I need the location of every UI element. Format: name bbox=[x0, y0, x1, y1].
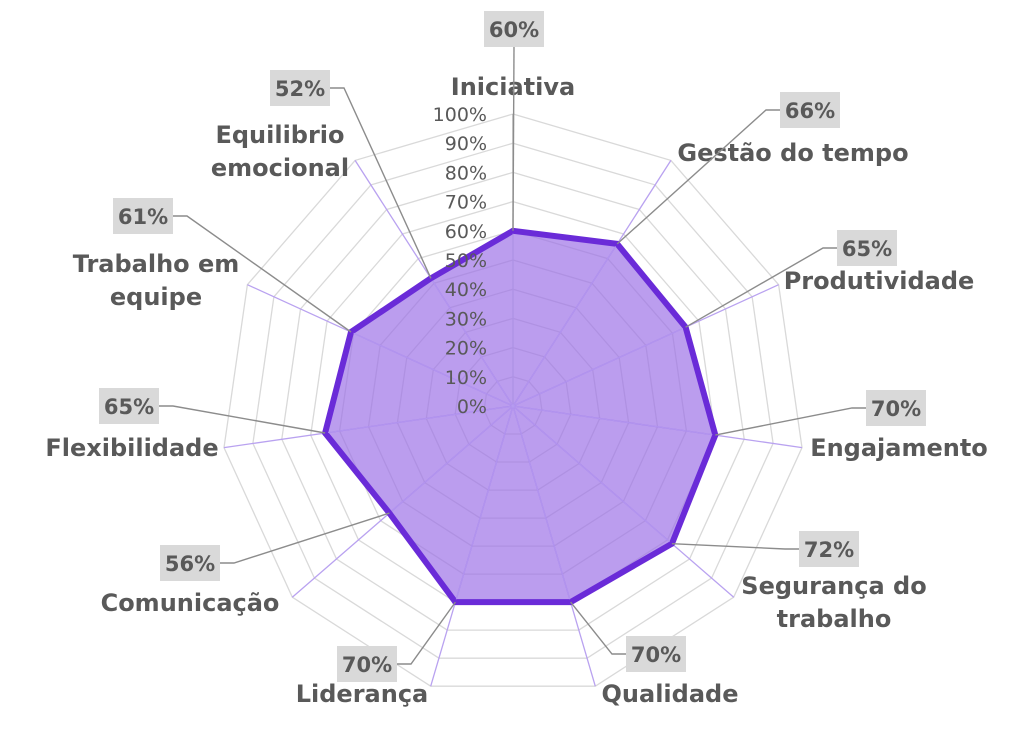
data-label-box bbox=[270, 70, 330, 106]
data-label: 60% bbox=[489, 18, 539, 42]
leader-line bbox=[173, 215, 352, 333]
leader-line bbox=[397, 601, 456, 665]
inner-spoke bbox=[512, 243, 618, 407]
data-label: 66% bbox=[785, 99, 835, 123]
tick-label: 10% bbox=[445, 367, 487, 389]
inner-spoke bbox=[430, 278, 514, 407]
grid-ring bbox=[252, 142, 774, 659]
tick-label: 30% bbox=[445, 308, 487, 330]
inner-spoke bbox=[512, 405, 673, 545]
inner-spoke bbox=[350, 331, 514, 407]
data-label-box bbox=[866, 390, 926, 426]
category-label-line: Iniciativa bbox=[451, 73, 575, 101]
data-label-box bbox=[780, 92, 840, 128]
data-label: 56% bbox=[165, 552, 215, 576]
data-label-box bbox=[626, 636, 686, 672]
grid-ring bbox=[223, 113, 803, 687]
leader-line bbox=[512, 46, 515, 231]
series-area bbox=[322, 227, 719, 606]
data-label: 65% bbox=[104, 395, 154, 419]
category-label: Comunicação bbox=[101, 589, 280, 617]
data-label-box bbox=[337, 646, 397, 682]
leader-line bbox=[570, 601, 626, 655]
tick-label: 60% bbox=[445, 221, 487, 243]
leader-line bbox=[671, 543, 799, 550]
category-label: Segurança do trabalho bbox=[741, 572, 926, 633]
category-label: Iniciativa bbox=[451, 73, 575, 101]
data-label: 70% bbox=[871, 397, 921, 421]
category-label-line: Engajamento bbox=[810, 434, 988, 462]
category-label: Engajamento bbox=[810, 434, 988, 462]
tick-label: 40% bbox=[445, 279, 487, 301]
data-label-box bbox=[113, 198, 173, 234]
category-label-line: Liderança bbox=[296, 680, 429, 708]
category-label: Trabalho em equipe bbox=[73, 250, 240, 311]
data-label-layer: 60% 66% 65% 70% 72% 70% 70% 56% 65% 61% 52% bbox=[99, 11, 926, 682]
data-label: 61% bbox=[118, 205, 168, 229]
series-layer bbox=[322, 227, 719, 606]
category-label-line: Equilibrio bbox=[215, 121, 344, 149]
data-label: 70% bbox=[631, 643, 681, 667]
data-label-box bbox=[160, 545, 220, 581]
data-label-box bbox=[484, 11, 544, 47]
leader-line bbox=[220, 512, 390, 564]
data-label-box bbox=[837, 230, 897, 266]
leader-line bbox=[715, 407, 866, 436]
inner-spoke bbox=[512, 405, 716, 436]
grid-ring bbox=[281, 171, 745, 631]
tick-label: 90% bbox=[445, 133, 487, 155]
category-label-layer: Iniciativa Gestão do tempo Produtividade En… bbox=[45, 73, 987, 708]
leader-line bbox=[330, 87, 432, 279]
leader-line bbox=[685, 247, 837, 328]
category-label: Produtividade bbox=[784, 267, 975, 295]
tick-label: 100% bbox=[433, 104, 487, 126]
inner-spoke bbox=[512, 326, 686, 407]
leader-line bbox=[159, 405, 326, 434]
data-label: 52% bbox=[275, 77, 325, 101]
category-label-line: Segurança do bbox=[741, 572, 926, 600]
category-label: Qualidade bbox=[602, 680, 739, 708]
inner-spoke bbox=[325, 405, 514, 434]
category-label-line: emocional bbox=[211, 154, 349, 182]
category-label-line: Flexibilidade bbox=[45, 434, 218, 462]
category-label-line: equipe bbox=[110, 283, 202, 311]
category-label-line: Trabalho em bbox=[73, 250, 240, 278]
inner-spoke bbox=[389, 405, 514, 514]
leader-line bbox=[616, 109, 780, 245]
category-label-line: trabalho bbox=[777, 605, 892, 633]
tick-label: 70% bbox=[445, 192, 487, 214]
data-label: 70% bbox=[342, 653, 392, 677]
tick-label: 0% bbox=[457, 396, 487, 418]
inner-spoke bbox=[512, 405, 572, 603]
category-label-line: Gestão do tempo bbox=[677, 139, 908, 167]
data-label: 72% bbox=[804, 538, 854, 562]
tick-label: 50% bbox=[445, 250, 487, 272]
category-label: Gestão do tempo bbox=[677, 139, 908, 167]
category-label: Liderança bbox=[296, 680, 429, 708]
tick-label-layer: 0% 10% 20% 30% 40% 50% 60% 70% 80% 90% 100% bbox=[433, 104, 487, 418]
data-label-box bbox=[799, 531, 859, 567]
category-label-line: Produtividade bbox=[784, 267, 975, 295]
category-label-line: Qualidade bbox=[602, 680, 739, 708]
category-label: Flexibilidade bbox=[45, 434, 218, 462]
inner-spoke bbox=[454, 405, 514, 603]
category-label: Equilibrio emocional bbox=[211, 121, 349, 182]
tick-label: 20% bbox=[445, 338, 487, 360]
tick-label: 80% bbox=[445, 162, 487, 184]
data-label-box bbox=[99, 388, 159, 424]
data-label: 65% bbox=[842, 237, 892, 261]
category-label-line: Comunicação bbox=[101, 589, 280, 617]
